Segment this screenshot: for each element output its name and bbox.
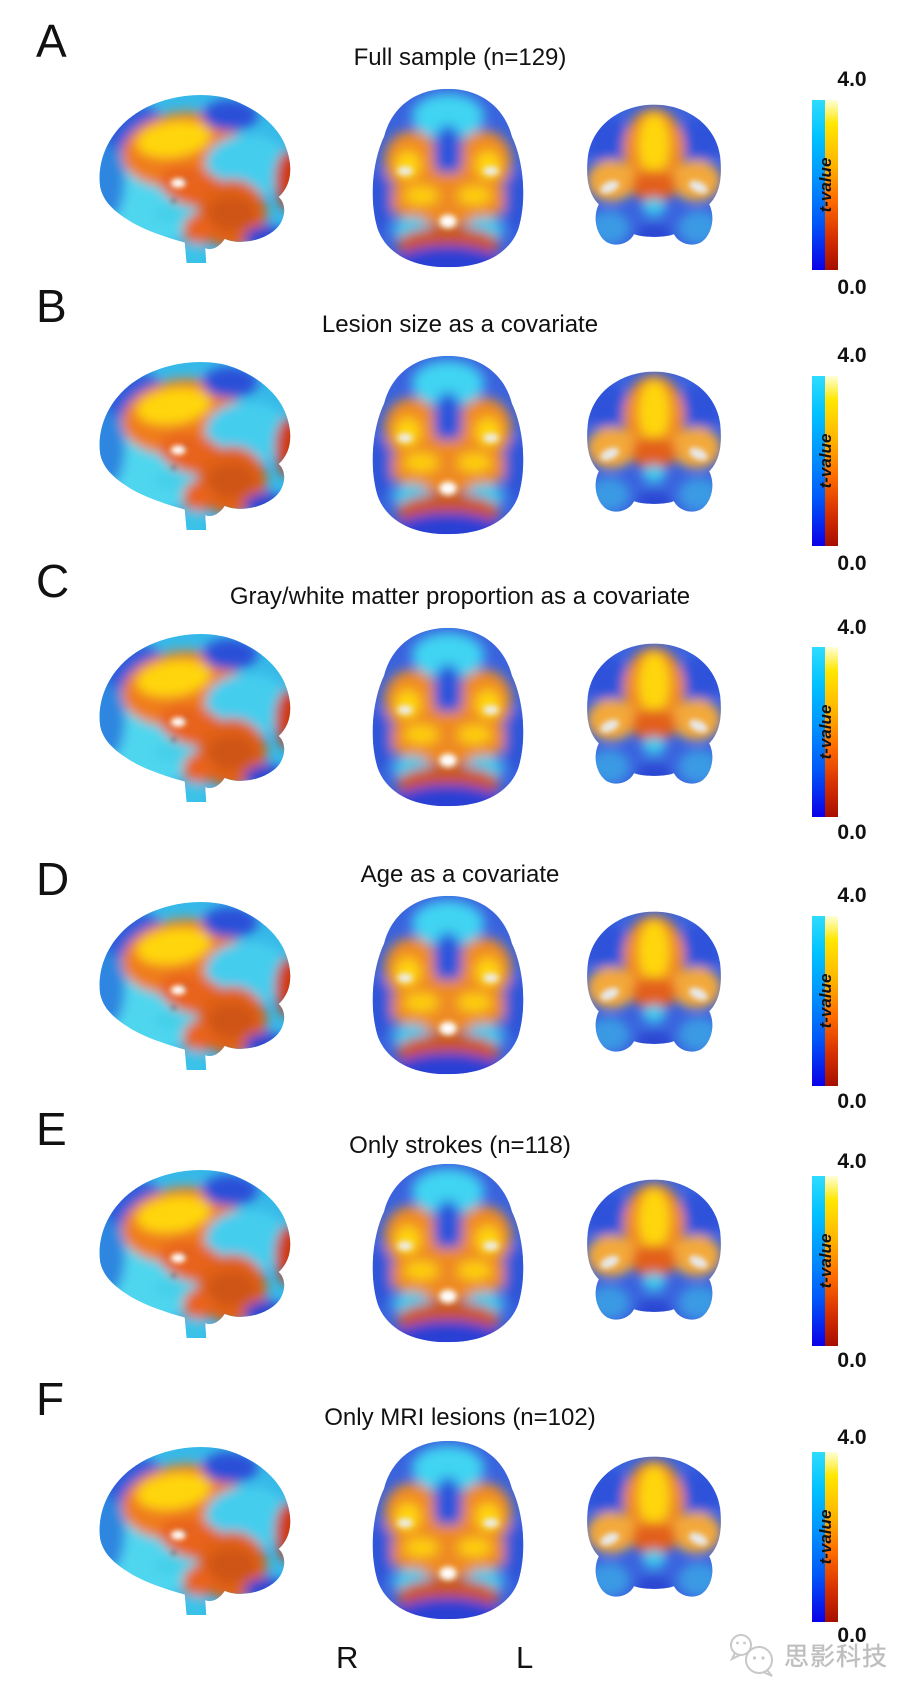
orientation-label-right: R bbox=[336, 1640, 359, 1675]
watermark: 思影科技 bbox=[726, 1632, 896, 1678]
colorbar-max-label: 4.0 bbox=[837, 616, 867, 639]
coronal-brain-image bbox=[568, 904, 740, 1066]
colorbar-cool-half bbox=[812, 100, 825, 270]
panel-title: Only strokes (n=118) bbox=[349, 1132, 571, 1159]
brain-row bbox=[0, 1160, 898, 1352]
sagittal-brain-image bbox=[85, 1443, 305, 1615]
colorbar-warm-half bbox=[825, 1176, 838, 1346]
colorbar-warm-half bbox=[825, 100, 838, 270]
panel-letter: A bbox=[36, 15, 67, 67]
panel-title: Gray/white matter proportion as a covari… bbox=[229, 583, 691, 610]
brain-row bbox=[0, 352, 898, 544]
colorbar-min-label: 0.0 bbox=[837, 552, 867, 575]
panel-letter: D bbox=[36, 853, 70, 905]
colorbar-gradient bbox=[812, 1452, 838, 1622]
brain-row bbox=[0, 1437, 898, 1629]
colorbar-warm-half bbox=[825, 1452, 838, 1622]
colorbar-gradient bbox=[812, 100, 838, 270]
sagittal-brain-image bbox=[85, 91, 305, 263]
axial-brain-image bbox=[352, 1437, 544, 1623]
panel-letter: F bbox=[36, 1373, 65, 1425]
colorbar-cool-half bbox=[812, 647, 825, 817]
colorbar-axis-label: t-value bbox=[816, 433, 835, 489]
panel-letter: E bbox=[36, 1103, 67, 1155]
colorbar-cool-half bbox=[812, 1452, 825, 1622]
panel-title: Lesion size as a covariate bbox=[321, 311, 599, 338]
brain-row bbox=[0, 892, 898, 1084]
coronal-brain-image bbox=[568, 636, 740, 798]
colorbar-min-label: 0.0 bbox=[837, 1090, 867, 1113]
colorbar-min-label: 0.0 bbox=[837, 276, 867, 299]
colorbar-axis-label: t-value bbox=[816, 157, 835, 213]
panel-title: Age as a covariate bbox=[360, 861, 560, 888]
colorbar-max-label: 4.0 bbox=[837, 1426, 867, 1449]
coronal-brain-image bbox=[568, 364, 740, 526]
watermark-text: 思影科技 bbox=[784, 1643, 889, 1672]
coronal-brain-image bbox=[568, 1449, 740, 1611]
orientation-label-left: L bbox=[516, 1640, 534, 1675]
colorbar-max-label: 4.0 bbox=[837, 1150, 867, 1173]
colorbar-cool-half bbox=[812, 376, 825, 546]
chat-bubbles-logo-icon bbox=[729, 1634, 773, 1677]
colorbar-cool-half bbox=[812, 916, 825, 1086]
panel-title: Full sample (n=129) bbox=[353, 44, 567, 71]
colorbar-axis-label: t-value bbox=[816, 704, 835, 760]
colorbar-warm-half bbox=[825, 916, 838, 1086]
colorbar-max-label: 4.0 bbox=[837, 68, 867, 91]
panel-title: Only MRI lesions (n=102) bbox=[324, 1404, 596, 1431]
colorbar-min-label: 0.0 bbox=[837, 1624, 867, 1647]
panel-letter: B bbox=[36, 280, 67, 332]
colorbar-axis-label: t-value bbox=[816, 973, 835, 1029]
sagittal-brain-image bbox=[85, 898, 305, 1070]
axial-brain-image bbox=[352, 892, 544, 1078]
axial-brain-image bbox=[352, 352, 544, 538]
colorbar-gradient bbox=[812, 916, 838, 1086]
sagittal-brain-image bbox=[85, 630, 305, 802]
coronal-brain-image bbox=[568, 1172, 740, 1334]
colorbar-axis-label: t-value bbox=[816, 1233, 835, 1289]
sagittal-brain-image bbox=[85, 358, 305, 530]
colorbar-min-label: 0.0 bbox=[837, 1349, 867, 1372]
panel-letter: C bbox=[36, 555, 70, 607]
colorbar-max-label: 4.0 bbox=[837, 344, 867, 367]
axial-brain-image bbox=[352, 1160, 544, 1346]
brain-row bbox=[0, 85, 898, 277]
colorbar-axis-label: t-value bbox=[816, 1509, 835, 1565]
colorbar-gradient bbox=[812, 647, 838, 817]
colorbar-gradient bbox=[812, 376, 838, 546]
brain-row bbox=[0, 624, 898, 816]
axial-brain-image bbox=[352, 624, 544, 810]
colorbar-warm-half bbox=[825, 376, 838, 546]
coronal-brain-image bbox=[568, 97, 740, 259]
colorbar-gradient bbox=[812, 1176, 838, 1346]
sagittal-brain-image bbox=[85, 1166, 305, 1338]
colorbar-max-label: 4.0 bbox=[837, 884, 867, 907]
colorbar-warm-half bbox=[825, 647, 838, 817]
colorbar-cool-half bbox=[812, 1176, 825, 1346]
axial-brain-image bbox=[352, 85, 544, 271]
colorbar-min-label: 0.0 bbox=[837, 821, 867, 844]
